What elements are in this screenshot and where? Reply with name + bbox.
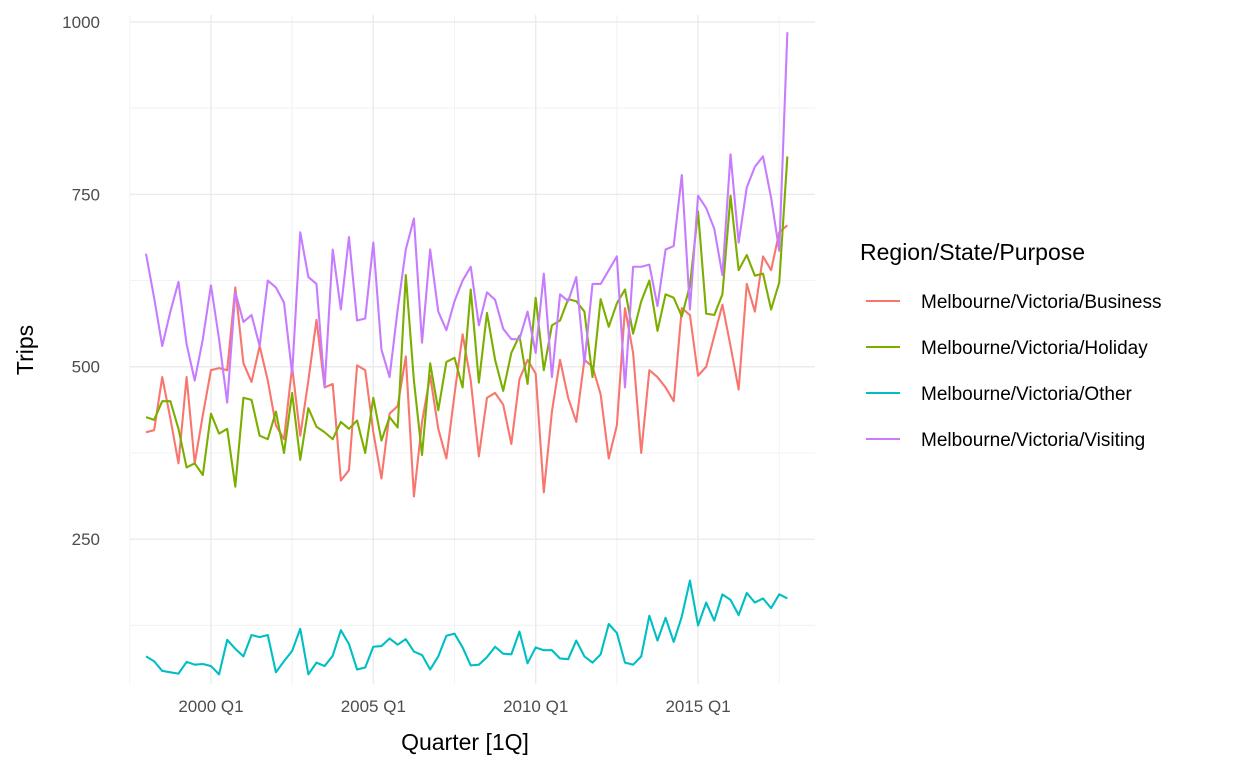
y-tick-label: 500: [72, 358, 100, 377]
series-line-2: [145, 156, 789, 488]
series-line-3: [145, 579, 788, 676]
legend-item: Melbourne/Victoria/Holiday: [866, 338, 1148, 359]
legend-item: Melbourne/Victoria/Other: [866, 384, 1133, 405]
legend-label: Melbourne/Victoria/Other: [921, 384, 1133, 405]
series-line-4: [144, 32, 789, 404]
x-tick-label: 2000 Q1: [178, 697, 243, 716]
legend-items: Melbourne/Victoria/Business Melbourne/Vic…: [866, 292, 1161, 451]
legend-label: Melbourne/Victoria/Visiting: [921, 430, 1145, 451]
series-layer: [144, 32, 789, 676]
legend-label: Melbourne/Victoria/Holiday: [921, 338, 1148, 359]
y-tick-label: 750: [72, 185, 100, 204]
series-line-1: [145, 224, 789, 498]
x-tick-label: 2010 Q1: [503, 697, 568, 716]
legend-item: Melbourne/Victoria/Visiting: [866, 430, 1145, 451]
legend: Region/State/Purpose Melbourne/Victoria/…: [860, 239, 1161, 451]
y-tick-label: 1000: [62, 13, 100, 32]
x-tick-label: 2005 Q1: [341, 697, 406, 716]
x-axis-ticks: 2000 Q1 2005 Q1 2010 Q1 2015 Q1: [178, 697, 730, 716]
y-axis-title: Trips: [12, 325, 38, 375]
legend-item: Melbourne/Victoria/Business: [866, 292, 1161, 313]
y-tick-label: 250: [72, 530, 100, 549]
y-axis-ticks: 250 500 750 1000: [62, 13, 100, 549]
x-axis-title: Quarter [1Q]: [401, 729, 529, 755]
legend-title: Region/State/Purpose: [860, 239, 1085, 265]
x-tick-label: 2015 Q1: [665, 697, 730, 716]
legend-label: Melbourne/Victoria/Business: [921, 292, 1161, 313]
